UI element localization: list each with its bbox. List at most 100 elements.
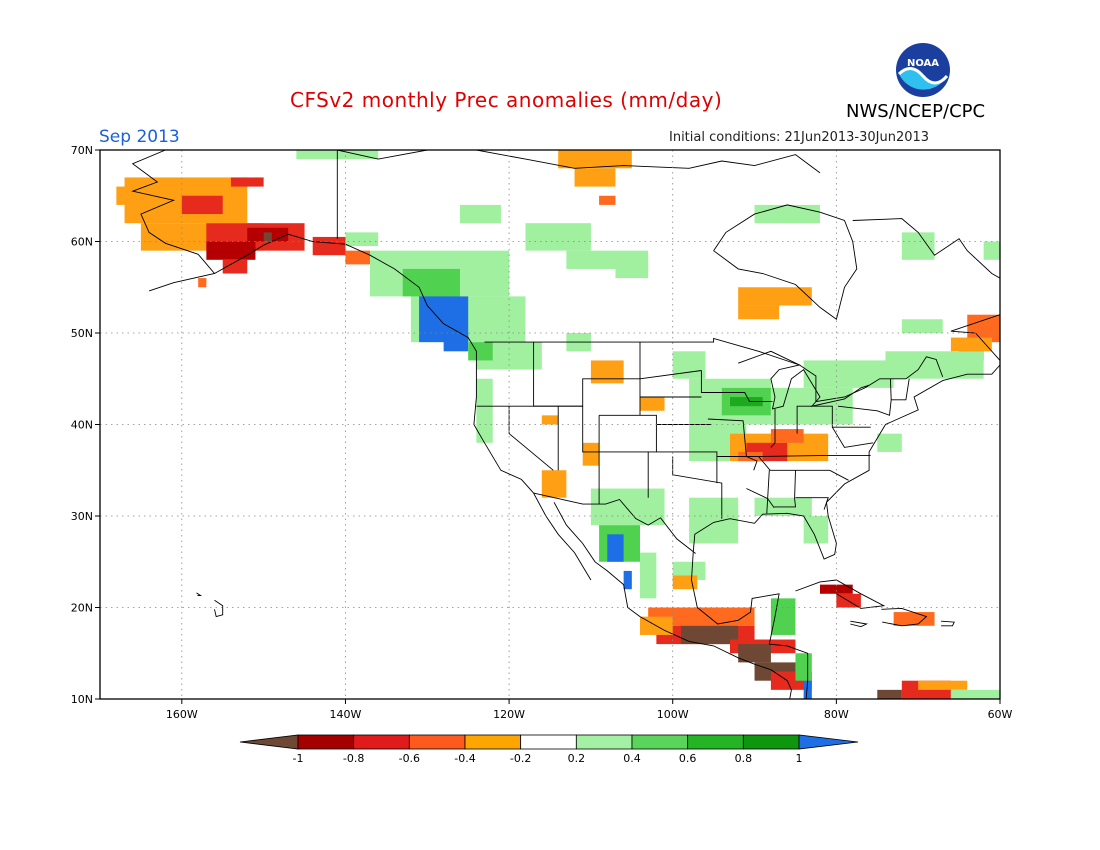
anomaly-cell-darkgreen (730, 397, 763, 407)
coastline-segment (716, 455, 871, 457)
coastline-segment (796, 405, 871, 434)
latitude-labels: 70N 60N 50N 40N 30N 20N 10N (71, 144, 100, 706)
anomaly-cell-brown (738, 644, 771, 663)
lon-label: 120W (493, 708, 525, 721)
coastline-segment (811, 469, 849, 481)
anomaly-cell-orange (590, 360, 624, 384)
lat-label: 50N (71, 327, 93, 340)
anomaly-cell-orange (541, 470, 567, 498)
colorbar-swatch (575, 734, 633, 750)
anomaly-cell-lightgreen (983, 241, 1000, 260)
coastline-segment (672, 456, 723, 519)
colorbar-label: 0.6 (679, 752, 697, 765)
longitude-labels: 160W 140W 120W 100W 80W 60W (166, 699, 1013, 721)
anomaly-cell-brown (680, 625, 739, 645)
colorbar-label: 0.8 (735, 752, 753, 765)
lon-label: 100W (657, 708, 689, 721)
coastline-segment (850, 620, 869, 628)
colorbar-swatch (742, 734, 800, 750)
lon-label: 140W (330, 708, 362, 721)
coastline-segment (758, 456, 811, 471)
anomaly-cell-red (230, 177, 264, 187)
coastline-segment (582, 406, 649, 498)
anomaly-cell-lightgreen (672, 351, 706, 379)
coastline-segment (337, 150, 821, 174)
colorbar: -1 -0.8 -0.6 -0.4 -0.2 0.2 0.4 0.6 0.8 1 (239, 734, 859, 765)
anomaly-cell-lightgreen (460, 204, 501, 224)
colorbar-label: -1 (293, 752, 304, 765)
forecast-month-label: Sep 2013 (99, 127, 180, 147)
anomaly-cell-lightgreen (476, 378, 493, 443)
colorbar-label: 0.2 (568, 752, 586, 765)
anomaly-cell-darkred (820, 584, 853, 594)
anomaly-cell-blue (443, 333, 469, 352)
map-title: CFSv2 monthly Prec anomalies (mm/day) (290, 88, 723, 112)
anomaly-cell-lightgreen (901, 232, 935, 260)
colorbar-swatch (520, 734, 577, 750)
anomaly-cell-lightgreen (590, 488, 665, 526)
colorbar-label: -0.4 (454, 752, 475, 765)
coastline-segment (214, 233, 420, 288)
anomaly-cell-orange (116, 186, 141, 205)
anomaly-cell-lightgreen (689, 497, 739, 544)
anomaly-cell-orange (738, 287, 812, 306)
colorbar-label: -0.6 (399, 752, 420, 765)
coastline-segment (770, 408, 776, 448)
anomaly-cell-orangered (599, 195, 616, 205)
anomaly-cell-orangered (198, 278, 207, 288)
coastline-segment (553, 502, 792, 699)
noaa-logo: NOAA (894, 41, 952, 99)
graticule (100, 150, 1000, 699)
colorbar-swatch (687, 734, 744, 750)
coastline-segment (418, 287, 534, 494)
coastline-segment (881, 607, 928, 627)
colorbar-swatch (297, 734, 355, 750)
coastline-segment (852, 218, 1000, 361)
coastline-segment (599, 414, 657, 452)
anomaly-cell-orangered (345, 250, 370, 265)
anomaly-cell-lightgreen (901, 319, 943, 333)
lat-label: 70N (71, 144, 93, 157)
coastline-segment (738, 350, 870, 410)
anomaly-cell-lightgreen (345, 232, 379, 247)
lat-label: 10N (71, 693, 93, 706)
anomaly-cell-lightgreen (877, 433, 902, 452)
anomaly-cell-lightgreen (615, 264, 649, 279)
coastline-segment (196, 592, 203, 597)
anomaly-cell-red (312, 236, 346, 256)
colorbar-swatch (408, 734, 466, 750)
coastline-segment (533, 492, 696, 554)
coastline-segment (131, 150, 338, 292)
coastline-segment (766, 470, 770, 514)
anomaly-cell-lightgreen (754, 204, 820, 224)
coastlines (131, 150, 1000, 699)
lat-label: 40N (71, 419, 93, 432)
lon-label: 60W (988, 708, 1013, 721)
coastline-segment (831, 426, 874, 448)
colorbar-left-arrow (239, 734, 299, 750)
lat-label: 60N (71, 236, 93, 249)
colorbar-label: -0.8 (343, 752, 364, 765)
anomaly-cell-orange (541, 415, 559, 425)
anomaly-cell-orange (950, 337, 992, 352)
anomaly-cell-darkred (206, 241, 256, 260)
anomaly-cell-orangered (770, 429, 804, 443)
coastline-segment (533, 492, 592, 581)
coastline-segment (639, 370, 702, 380)
coastline-segment (889, 378, 892, 400)
coastline-segment (774, 470, 797, 508)
anomaly-cell-lightgreen (525, 223, 591, 251)
colorbar-label: -0.2 (510, 752, 531, 765)
anomaly-cell-orange (918, 680, 968, 690)
coastline-segment (692, 364, 1000, 560)
coastline-segment (837, 378, 910, 416)
colorbar-label: 1 (796, 752, 803, 765)
anomaly-cell-blue (607, 534, 624, 562)
colorbar-swatch (353, 734, 410, 750)
anomaly-cell-orange (738, 305, 780, 320)
anomaly-cell-lightgreen (640, 552, 657, 599)
anomaly-cell-green (795, 653, 812, 681)
anomaly-cell-orange (574, 168, 616, 187)
coastline-segment (214, 599, 224, 618)
